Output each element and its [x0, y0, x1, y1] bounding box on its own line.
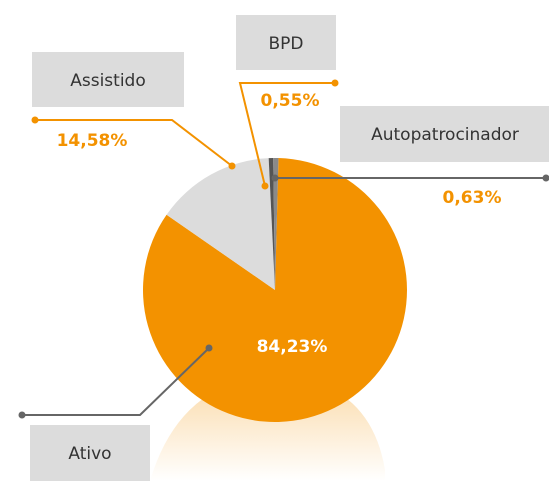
- pie-slice: [143, 158, 408, 422]
- label-box: [32, 52, 184, 107]
- pie-slice: [273, 157, 279, 290]
- leader-line: [238, 82, 335, 187]
- value-label: 0,63%: [443, 188, 502, 208]
- dot: [261, 182, 269, 190]
- dot: [271, 174, 279, 182]
- leader-line: [35, 119, 233, 167]
- dot: [205, 344, 213, 352]
- category-label: BPD: [268, 34, 303, 54]
- label-box: [340, 106, 549, 162]
- leader-line: [22, 347, 210, 416]
- value-label: 0,55%: [261, 91, 320, 111]
- dot: [31, 116, 39, 124]
- category-label: Assistido: [70, 71, 146, 91]
- dot: [18, 411, 26, 419]
- leader-dots: [18, 79, 549, 419]
- label-box: [30, 425, 150, 481]
- category-label: Autopatrocinador: [371, 125, 519, 145]
- category-label: Ativo: [68, 444, 111, 464]
- dot: [542, 174, 549, 182]
- value-label: 14,58%: [57, 131, 128, 151]
- dot: [228, 162, 236, 170]
- label-box: [236, 15, 336, 70]
- leader-lines: [22, 82, 546, 416]
- value-label: 84,23%: [257, 337, 328, 357]
- pie-slice: [268, 158, 275, 290]
- dot: [331, 79, 339, 87]
- pie: [143, 157, 408, 422]
- pie-slice: [166, 158, 275, 290]
